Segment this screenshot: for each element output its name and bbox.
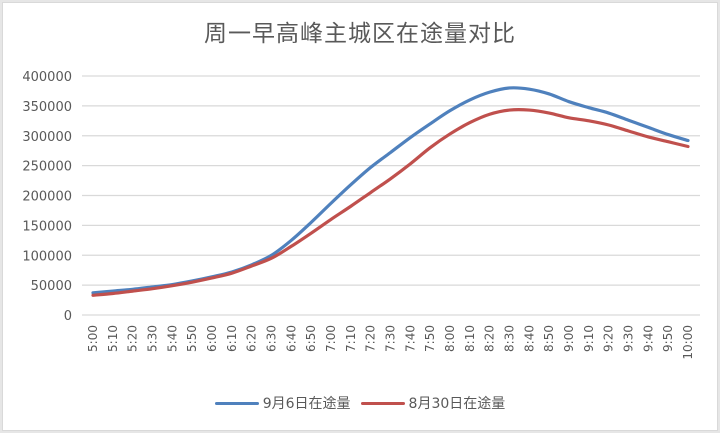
x-tick-label: 7:30 [384,325,398,352]
x-tick-label: 6:00 [205,325,219,352]
x-tick-label: 6:10 [225,325,239,352]
x-tick-label: 8:20 [483,325,497,352]
x-tick-label: 5:10 [106,325,120,352]
x-tick-label: 9:20 [602,325,616,352]
x-tick-label: 9:10 [582,325,596,352]
series-line-aug30 [91,108,690,297]
x-tick-label: 8:10 [463,325,477,352]
y-tick-label: 250000 [22,160,72,175]
y-tick-label: 150000 [22,219,72,234]
x-tick-label: 5:50 [185,325,199,352]
y-tick-label: 350000 [22,100,72,115]
x-tick-label: 5:00 [86,325,100,352]
x-tick-label: 7:40 [403,325,417,352]
y-tick-label: 300000 [22,130,72,145]
legend-item-sep6: 9月6日在途量 [214,393,351,413]
x-tick-label: 7:10 [344,325,358,352]
chart-title: 周一早高峰主城区在途量对比 [204,21,516,47]
x-tick-label: 5:40 [165,325,179,352]
x-tick-label: 7:20 [364,325,378,352]
x-tick-label: 5:20 [126,325,140,352]
x-tick-label: 9:00 [562,325,576,352]
x-tick-label: 10:00 [681,325,695,360]
x-tick-label: 8:40 [522,325,536,352]
legend: 9月6日在途量 8月30日在途量 [0,393,720,413]
y-tick-label: 200000 [22,190,72,205]
x-tick-label: 9:40 [641,325,655,352]
legend-item-aug30: 8月30日在途量 [360,393,506,413]
y-axis-ticks: 0 50000 100000 150000 200000 250000 300000 3500… [22,70,72,324]
series-lines [91,86,690,297]
y-tick-label: 0 [64,309,72,324]
x-tick-label: 7:50 [423,325,437,352]
legend-swatch-red [360,401,405,405]
x-tick-label: 6:50 [304,325,318,352]
y-tick-label: 50000 [31,279,72,294]
x-tick-label: 9:30 [622,325,636,352]
x-tick-label: 7:00 [324,325,338,352]
x-tick-label: 5:30 [146,325,160,352]
legend-swatch-blue [214,401,259,405]
x-axis-ticks: 5:00 5:10 5:20 5:30 5:40 5:50 6:00 6:10 6:20 6:30… [86,325,695,360]
series-line-sep6 [91,86,690,295]
legend-label: 9月6日在途量 [262,396,351,412]
x-tick-label: 8:00 [443,325,457,352]
x-tick-label: 6:30 [265,325,279,352]
x-tick-label: 8:30 [503,325,517,352]
x-tick-label: 8:50 [542,325,556,352]
x-tick-label: 6:20 [245,325,259,352]
x-tick-label: 9:50 [661,325,675,352]
y-tick-label: 100000 [22,249,72,264]
x-tick-label: 6:40 [284,325,298,352]
legend-label: 8月30日在途量 [408,396,506,412]
y-tick-label: 400000 [22,70,72,85]
